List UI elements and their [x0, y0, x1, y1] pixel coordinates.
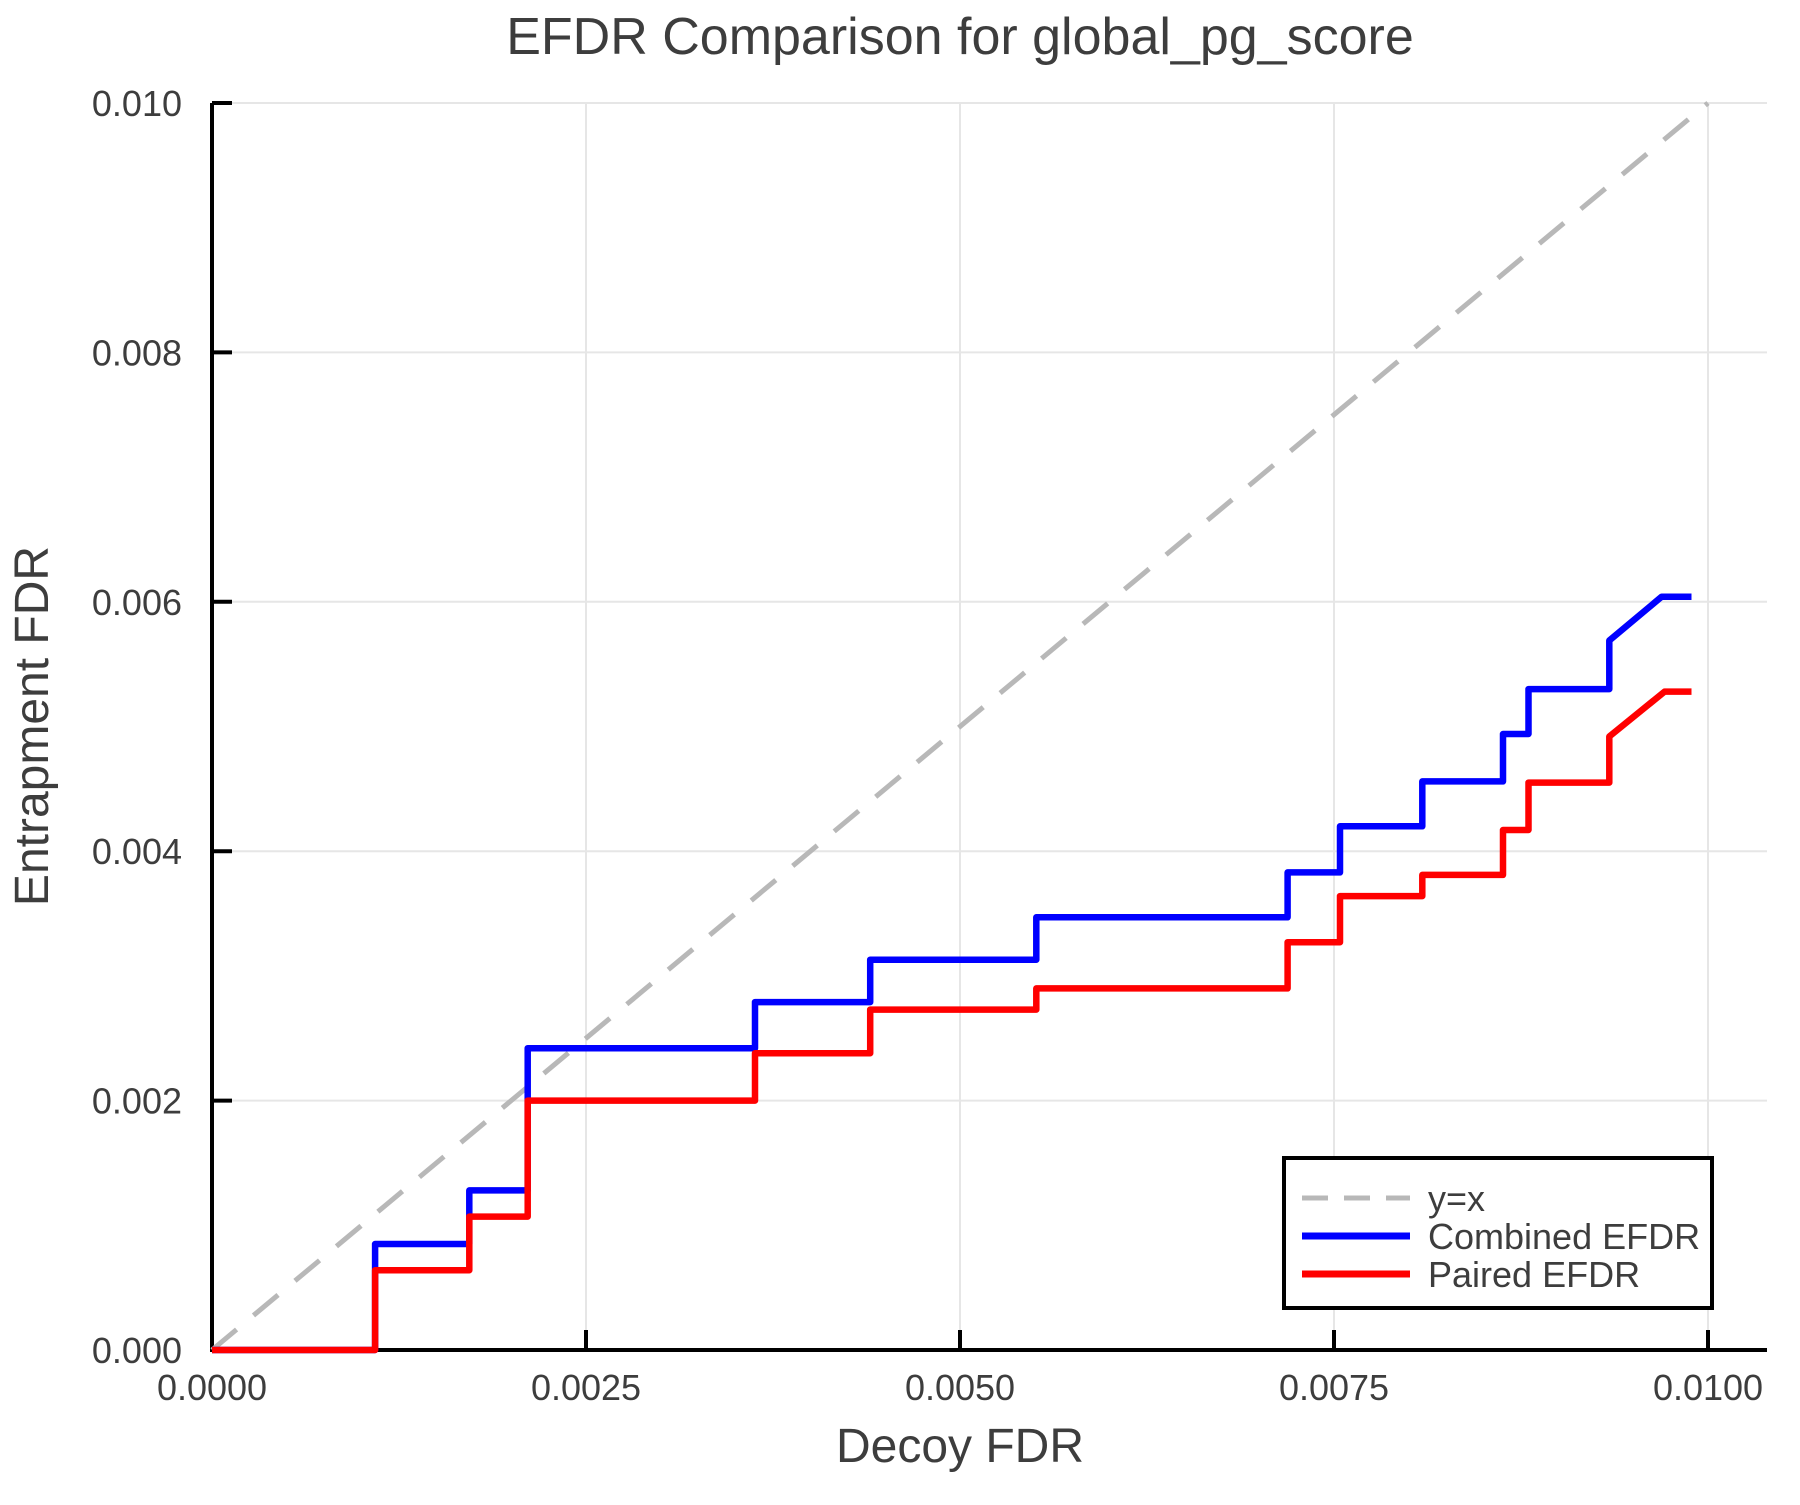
legend: y=x Combined EFDR Paired EFDR: [1282, 1156, 1714, 1310]
axis-spines: [210, 103, 1767, 1352]
series-combined-efdr: [212, 593, 1692, 1354]
y-tick-label: 0.008: [92, 332, 182, 373]
x-tick-label: 0.0000: [157, 1367, 267, 1408]
axis-ticks: [210, 101, 1710, 1352]
y-tick-label: 0.006: [92, 582, 182, 623]
x-axis-label: Decoy FDR: [836, 1420, 1084, 1473]
y-tick-label: 0.002: [92, 1081, 182, 1122]
gridlines: [212, 102, 1767, 1350]
series-paired-efdr: [212, 688, 1692, 1354]
y-tick-label: 0.000: [92, 1330, 182, 1371]
legend-paired-label: Paired EFDR: [1428, 1254, 1640, 1295]
x-tick-label: 0.0025: [531, 1367, 641, 1408]
legend-yx-label: y=x: [1428, 1178, 1485, 1219]
y-axis-label: Entrapment FDR: [6, 546, 59, 906]
legend-combined-label: Combined EFDR: [1428, 1216, 1700, 1257]
x-tick-label: 0.0050: [905, 1367, 1015, 1408]
chart-title: EFDR Comparison for global_pg_score: [506, 8, 1414, 66]
data-series: [210, 101, 1710, 1354]
x-tick-label: 0.0100: [1653, 1367, 1763, 1408]
y-tick-label: 0.004: [92, 831, 182, 872]
y-tick-label: 0.010: [92, 83, 182, 124]
x-tick-label: 0.0075: [1279, 1367, 1389, 1408]
series-y-x: [210, 101, 1710, 1352]
tick-labels: 0.0000 0.0025 0.0050 0.0075 0.0100 0.000 0.002…: [92, 83, 1763, 1408]
